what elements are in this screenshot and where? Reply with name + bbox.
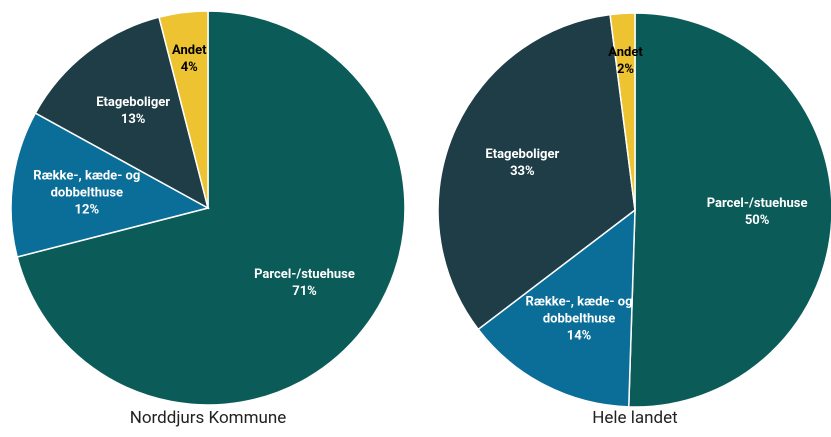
- category-label: Andet: [608, 44, 643, 60]
- pie-slice: [627, 12, 831, 408]
- category-label: Række-, kæde- og dobbelthuse: [33, 168, 141, 201]
- slice-label: Etageboliger 13%: [68, 94, 198, 128]
- value-label: 33%: [510, 163, 535, 179]
- value-label: 71%: [292, 283, 317, 299]
- pie-slice: [16, 10, 406, 406]
- pie-slice: [477, 208, 636, 408]
- slice-label: Etageboliger 33%: [457, 146, 587, 180]
- value-label: 50%: [744, 212, 770, 228]
- value-label: 13%: [120, 112, 146, 128]
- pie-slice: [34, 16, 210, 210]
- value-label: 12%: [74, 202, 100, 218]
- slice-label: Parcel-/stuehuse 50%: [692, 195, 822, 229]
- value-label: 4%: [180, 60, 198, 76]
- pie-slice: [10, 112, 211, 258]
- slice-label: Række-, kæde- og dobbelthuse 14%: [514, 293, 644, 344]
- category-label: Etageboliger: [485, 146, 560, 162]
- pie-slice: [158, 10, 209, 209]
- category-label: Parcel-/stuehuse: [254, 266, 355, 282]
- category-label: Parcel-/stuehuse: [706, 195, 808, 211]
- slice-label: Andet 2%: [596, 44, 656, 78]
- category-label: Andet: [171, 43, 207, 59]
- category-label: Etageboliger: [96, 95, 171, 111]
- slice-label: Parcel-/stuehuse 71%: [240, 266, 370, 300]
- slice-label: Række-, kæde- og dobbelthuse 12%: [22, 167, 152, 218]
- chart-title: Hele landet: [592, 408, 678, 428]
- value-label: 2%: [616, 61, 635, 77]
- value-label: 14%: [566, 328, 592, 344]
- pie-slice: [609, 12, 636, 211]
- pie-slice: [437, 13, 636, 331]
- chart-title: Norddjurs Kommune: [129, 408, 287, 428]
- category-label: Række-, kæde- og dobbelthuse: [525, 294, 633, 327]
- slice-label: Andet 4%: [159, 42, 219, 76]
